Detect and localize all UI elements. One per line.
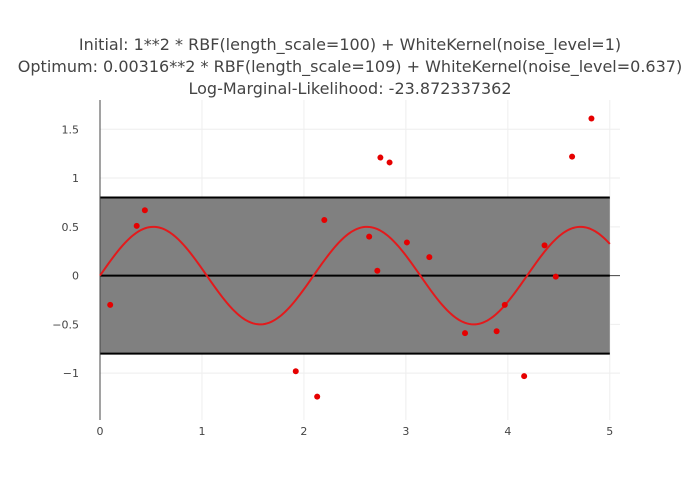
y-tick-labels: −1 −0.5 0 0.5 1 1.5 — [52, 123, 79, 380]
data-point-3 — [292, 368, 299, 375]
y-tick-label-3: 0.5 — [62, 221, 80, 234]
x-tick-labels: 0 1 2 3 4 5 — [97, 425, 614, 438]
x-tick-label-5: 5 — [606, 425, 613, 438]
y-tick-label-2: 0 — [72, 270, 79, 283]
title-line-optimum: Optimum: 0.00316**2 * RBF(length_scale=1… — [18, 57, 682, 77]
x-tick-label-2: 2 — [300, 425, 307, 438]
x-tick-label-1: 1 — [198, 425, 205, 438]
chart-title: Initial: 1**2 * RBF(length_scale=100) + … — [18, 35, 682, 98]
data-point-6 — [366, 233, 373, 240]
data-point-1 — [133, 222, 140, 229]
data-point-19 — [588, 115, 595, 122]
data-point-4 — [314, 393, 321, 400]
data-point-17 — [552, 273, 559, 280]
data-point-10 — [403, 239, 410, 246]
data-point-16 — [541, 242, 548, 249]
data-point-12 — [462, 330, 469, 337]
data-point-13 — [493, 328, 500, 335]
title-line-initial: Initial: 1**2 * RBF(length_scale=100) + … — [79, 35, 621, 55]
data-point-15 — [521, 373, 528, 380]
data-points — [107, 115, 595, 400]
fit-curve-path — [99, 225, 611, 326]
y-tick-label-4: 1 — [72, 172, 79, 185]
fit-curve — [99, 225, 611, 326]
data-point-18 — [569, 153, 576, 160]
data-point-2 — [141, 207, 148, 214]
title-line-log-likelihood: Log-Marginal-Likelihood: -23.872337362 — [189, 79, 512, 98]
y-tick-label-1: −0.5 — [52, 318, 79, 331]
data-point-9 — [386, 159, 393, 166]
x-tick-label-0: 0 — [97, 425, 104, 438]
data-point-0 — [107, 301, 114, 308]
data-point-8 — [377, 154, 384, 161]
y-tick-label-0: −1 — [63, 367, 79, 380]
data-point-14 — [501, 301, 508, 308]
x-tick-label-4: 4 — [504, 425, 511, 438]
y-tick-label-5: 1.5 — [62, 123, 80, 136]
data-point-7 — [374, 267, 381, 274]
data-point-11 — [426, 254, 433, 261]
x-tick-label-3: 3 — [402, 425, 409, 438]
data-point-5 — [321, 217, 328, 223]
